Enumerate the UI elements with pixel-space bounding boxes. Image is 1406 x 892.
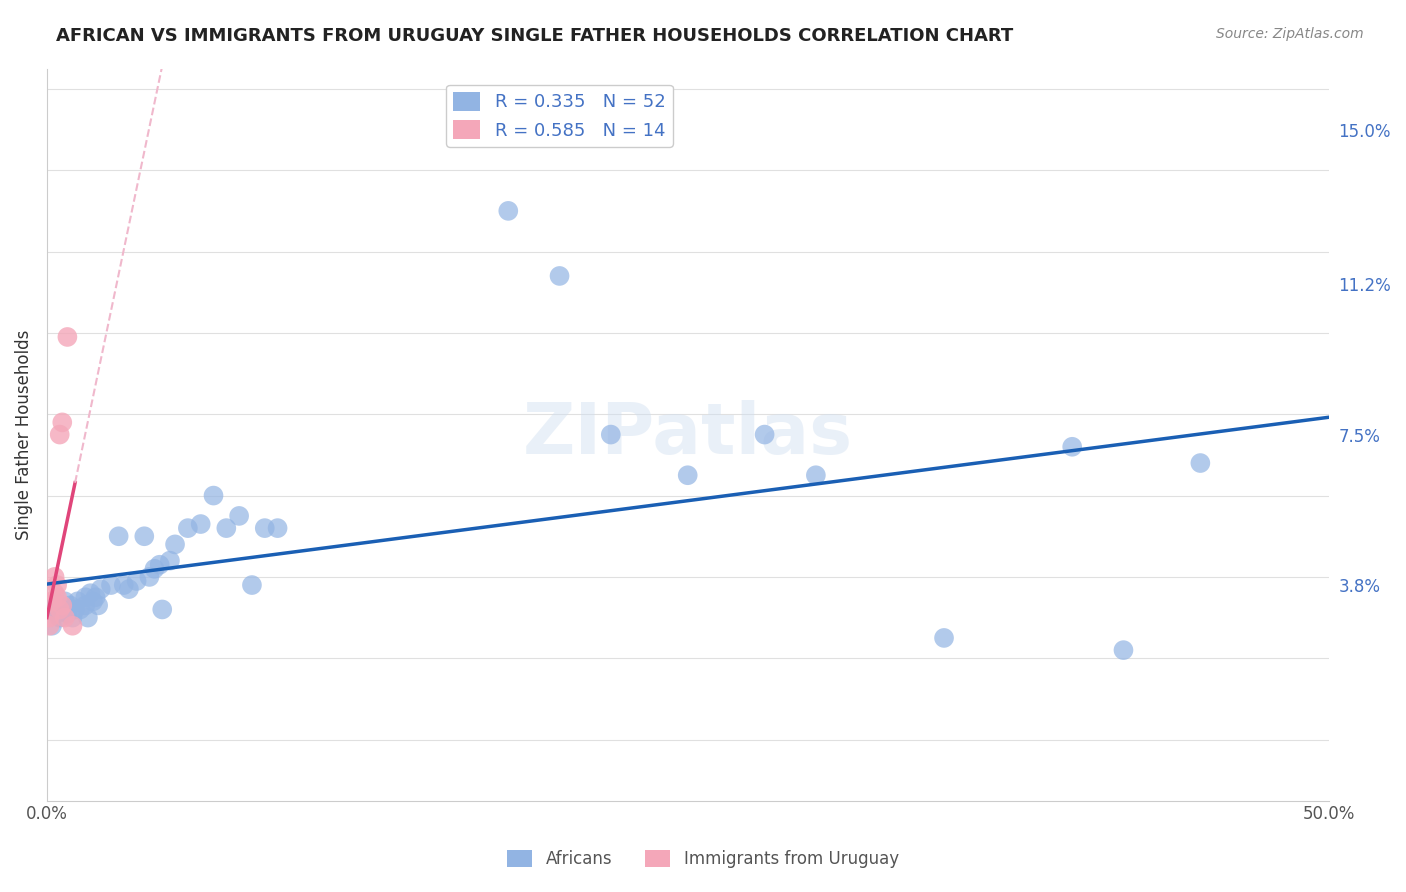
Point — [599, 427, 621, 442]
Point — [143, 562, 166, 576]
Point — [87, 599, 110, 613]
Point — [190, 516, 212, 531]
Point — [38, 618, 60, 632]
Point — [44, 599, 66, 613]
Point — [90, 582, 112, 596]
Point — [77, 610, 100, 624]
Point — [48, 602, 70, 616]
Point — [100, 578, 122, 592]
Text: Source: ZipAtlas.com: Source: ZipAtlas.com — [1216, 27, 1364, 41]
Point — [51, 602, 73, 616]
Point — [1062, 440, 1084, 454]
Point — [215, 521, 238, 535]
Point — [41, 618, 63, 632]
Point — [51, 599, 73, 613]
Point — [75, 599, 97, 613]
Point — [1189, 456, 1212, 470]
Point — [202, 489, 225, 503]
Point — [56, 607, 79, 621]
Point — [266, 521, 288, 535]
Point — [125, 574, 148, 588]
Point — [676, 468, 699, 483]
Point — [66, 594, 89, 608]
Point — [38, 602, 60, 616]
Point — [79, 586, 101, 600]
Point — [804, 468, 827, 483]
Point — [548, 268, 571, 283]
Point — [46, 591, 69, 605]
Point — [59, 599, 82, 613]
Point — [48, 610, 70, 624]
Point — [118, 582, 141, 596]
Point — [48, 427, 70, 442]
Point — [134, 529, 156, 543]
Point — [44, 570, 66, 584]
Point — [56, 330, 79, 344]
Point — [107, 529, 129, 543]
Point — [63, 602, 86, 616]
Point — [253, 521, 276, 535]
Point — [46, 578, 69, 592]
Y-axis label: Single Father Households: Single Father Households — [15, 329, 32, 540]
Point — [69, 602, 91, 616]
Point — [62, 618, 84, 632]
Point — [138, 570, 160, 584]
Point — [1112, 643, 1135, 657]
Legend: R = 0.335   N = 52, R = 0.585   N = 14: R = 0.335 N = 52, R = 0.585 N = 14 — [446, 85, 673, 147]
Point — [159, 554, 181, 568]
Point — [46, 607, 69, 621]
Point — [53, 594, 76, 608]
Point — [150, 602, 173, 616]
Point — [112, 578, 135, 592]
Text: AFRICAN VS IMMIGRANTS FROM URUGUAY SINGLE FATHER HOUSEHOLDS CORRELATION CHART: AFRICAN VS IMMIGRANTS FROM URUGUAY SINGL… — [56, 27, 1014, 45]
Point — [84, 591, 107, 605]
Point — [754, 427, 776, 442]
Point — [240, 578, 263, 592]
Point — [932, 631, 955, 645]
Point — [75, 591, 97, 605]
Point — [53, 610, 76, 624]
Point — [62, 610, 84, 624]
Text: ZIPatlas: ZIPatlas — [523, 401, 853, 469]
Legend: Africans, Immigrants from Uruguay: Africans, Immigrants from Uruguay — [501, 843, 905, 875]
Point — [51, 416, 73, 430]
Point — [228, 508, 250, 523]
Point — [41, 594, 63, 608]
Point — [177, 521, 200, 535]
Point — [165, 537, 187, 551]
Point — [44, 586, 66, 600]
Point — [82, 594, 104, 608]
Point — [498, 203, 520, 218]
Point — [38, 610, 60, 624]
Point — [149, 558, 172, 572]
Point — [48, 602, 70, 616]
